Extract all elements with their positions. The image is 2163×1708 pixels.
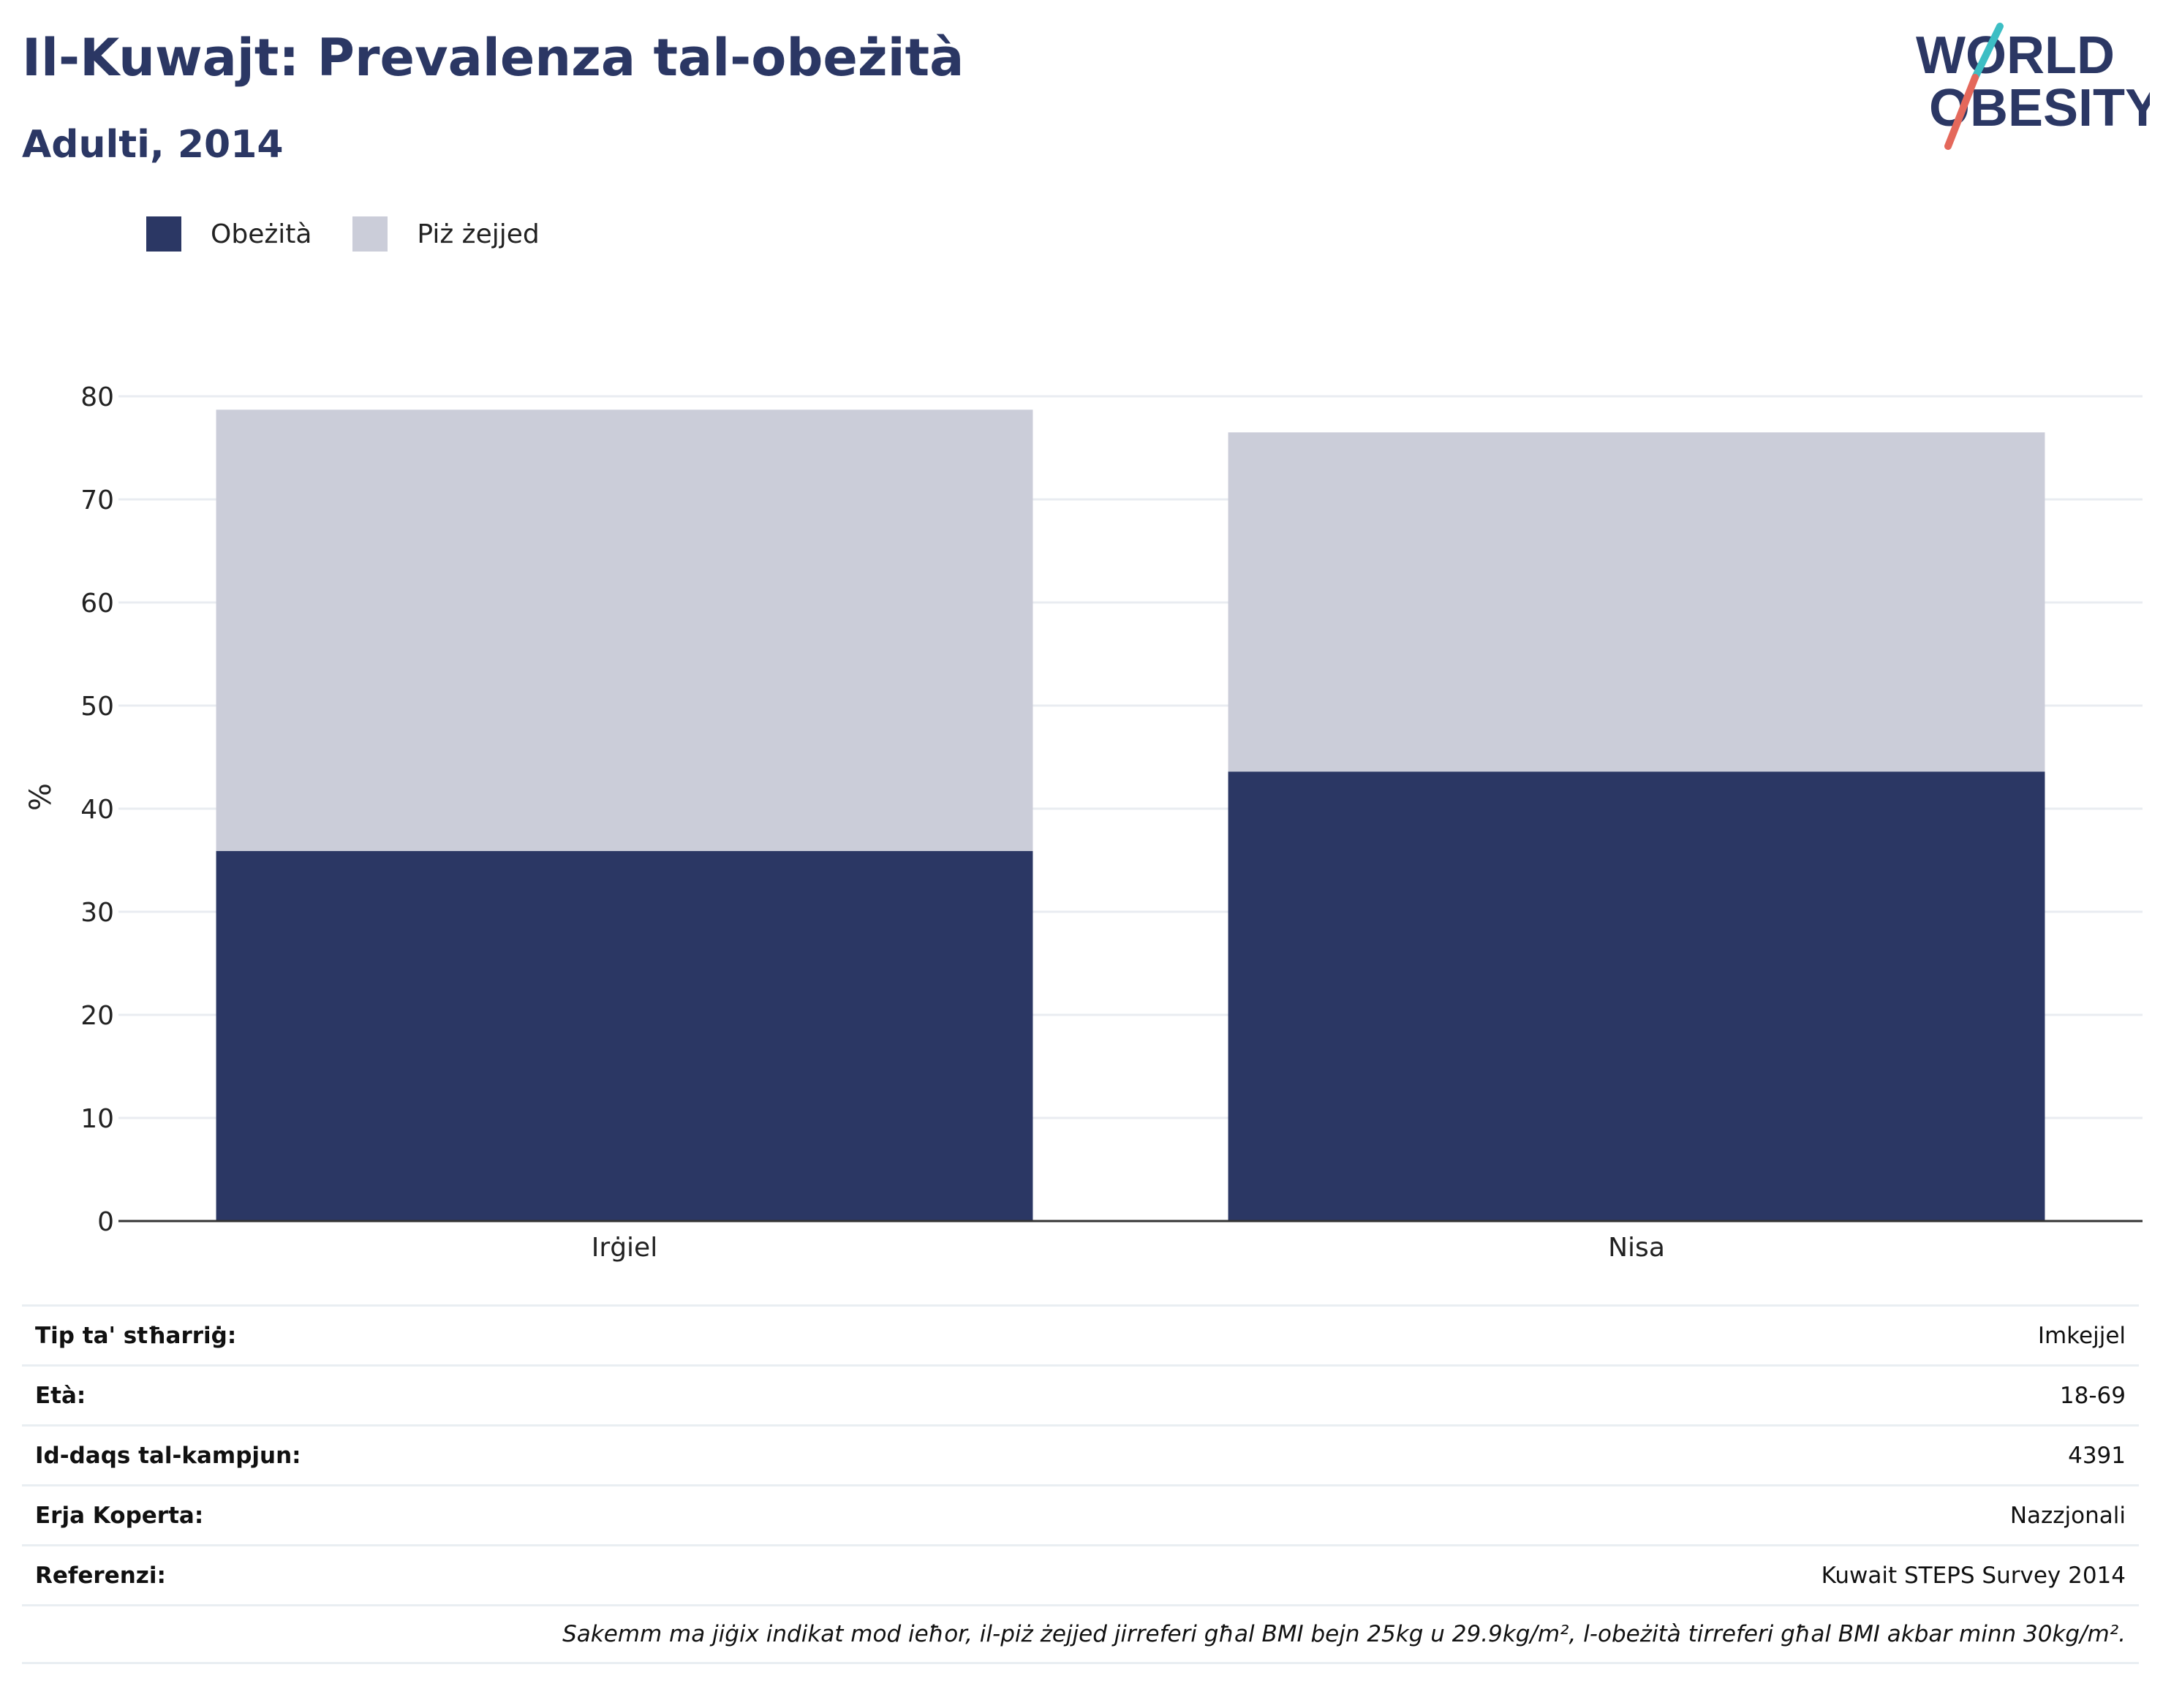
info-row-references: Referenzi: Kuwait STEPS Survey 2014 [22,1544,2139,1604]
y-tick-label: 30 [80,898,114,928]
y-tick-label: 10 [80,1104,114,1134]
y-tick-label: 40 [80,795,114,825]
legend-item-overweight[interactable]: Piż żejjed [352,216,540,252]
y-tick-label: 60 [80,589,114,619]
info-key: Referenzi: [35,1562,166,1589]
world-obesity-logo: WORLD OBESITY [1916,23,2150,150]
info-row-survey-type: Tip ta' stħarriġ: Imkejjel [22,1304,2139,1364]
definition-note: Sakemm ma jiġix indikat mod ieħor, il-pi… [22,1604,2139,1664]
y-tick-label: 50 [80,692,114,722]
bar-chart: 0 10 20 30 40 50 60 70 80 Irġiel Nisa [80,382,2143,1263]
info-value: 18-69 [2059,1382,2126,1409]
legend-swatch-obesity [146,216,181,252]
legend-label-overweight: Piż żejjed [417,219,540,249]
x-tick-label: Nisa [1608,1233,1665,1263]
y-tick-label: 80 [80,382,114,412]
y-tick-label: 20 [80,1001,114,1031]
page-title: Il-Kuwajt: Prevalenza tal-obeżità [22,28,965,88]
info-key: Erja Koperta: [35,1502,204,1529]
bar-obesity [1228,771,2045,1221]
info-value: Nazzjonali [2009,1502,2126,1529]
info-row-sample-size: Id-daqs tal-kampjun: 4391 [22,1424,2139,1484]
y-tick-label: 70 [80,485,114,515]
info-value: Kuwait STEPS Survey 2014 [1821,1562,2126,1589]
bar-overweight [1228,432,2045,772]
y-tick-label: 0 [97,1207,114,1237]
chart-legend: Obeżità Piż żejjed [146,216,581,252]
info-row-area-covered: Erja Koperta: Nazzjonali [22,1484,2139,1544]
bar-overweight [216,409,1033,851]
x-tick-label: Irġiel [592,1233,657,1263]
logo-slash-teal [1971,23,2004,81]
info-row-age: Età: 18-69 [22,1364,2139,1424]
info-key: Id-daqs tal-kampjun: [35,1442,301,1469]
page-subtitle: Adulti, 2014 [22,123,284,167]
legend-label-obesity: Obeżità [211,219,312,249]
logo-line1: WORLD [1916,26,2115,85]
info-key: Tip ta' stħarriġ: [35,1322,237,1349]
info-key: Età: [35,1382,86,1409]
legend-item-obesity[interactable]: Obeżità [146,216,312,252]
logo-slash-coral [1944,74,1979,150]
bar-obesity [216,850,1033,1221]
legend-swatch-overweight [352,216,388,252]
info-value: 4391 [2068,1442,2126,1469]
info-table: Tip ta' stħarriġ: Imkejjel Età: 18-69 Id… [22,1304,2139,1664]
info-value: Imkejjel [2037,1322,2126,1349]
